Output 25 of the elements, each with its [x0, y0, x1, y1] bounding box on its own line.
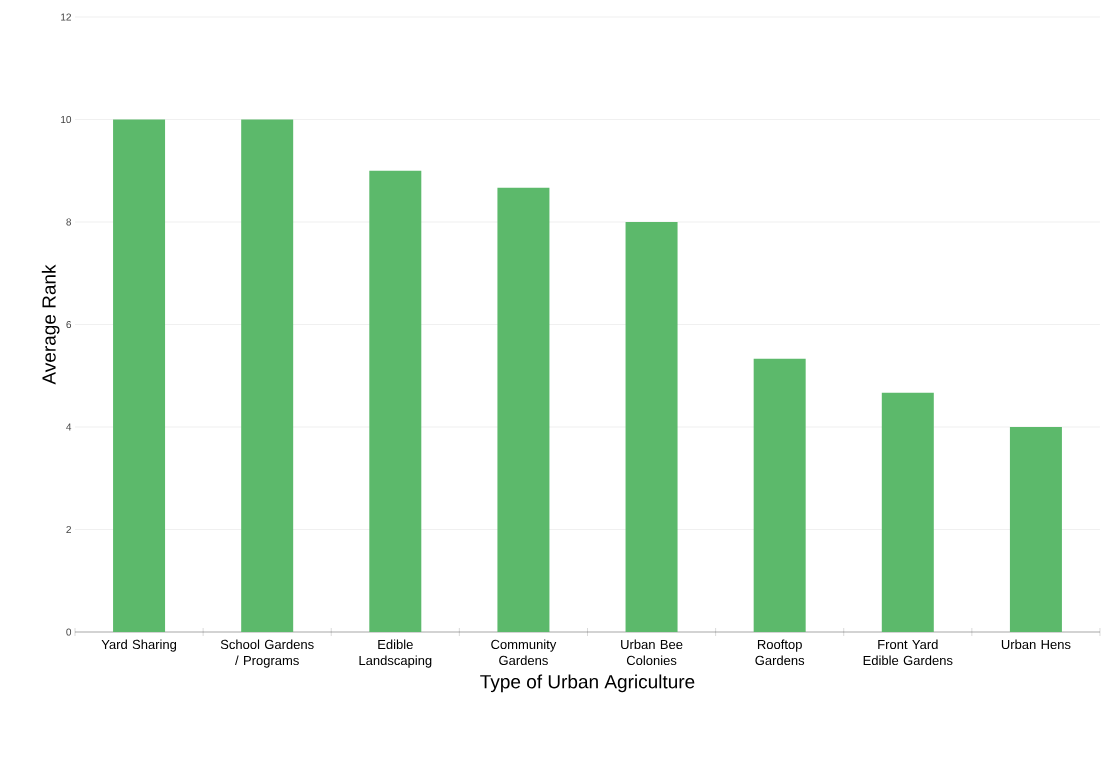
x-axis-title: Type of Urban Agriculture — [480, 674, 695, 693]
bar — [1009, 427, 1062, 632]
y-tick-label: 0 — [66, 628, 72, 636]
y-tick-label: 4 — [66, 423, 72, 431]
y-tick-label: 12 — [61, 13, 71, 21]
bar — [881, 392, 934, 632]
bar — [369, 170, 422, 632]
x-tick-label: Edible Landscaping — [359, 639, 432, 668]
x-tick-label: Front Yard Edible Gardens — [863, 639, 953, 666]
bar — [625, 222, 678, 632]
x-tick-label: Yard Sharing — [101, 639, 177, 652]
y-tick-label: 6 — [66, 320, 72, 329]
x-tick-label: Community Gardens — [491, 639, 557, 666]
bar — [113, 119, 166, 632]
y-tick-label: 8 — [66, 218, 72, 226]
y-tick-label: 2 — [66, 526, 71, 533]
bar — [497, 187, 550, 632]
x-tick-label: Urban Bee Colonies — [621, 639, 683, 666]
x-tick-label: School Gardens / Programs — [220, 639, 314, 668]
x-tick-label: Rooftop Gardens — [755, 639, 805, 666]
bar — [753, 358, 806, 632]
y-tick-label: 10 — [61, 115, 72, 124]
bar — [241, 119, 294, 632]
y-axis-title: Average Rank — [41, 264, 60, 385]
x-tick-label: Urban Hens — [1001, 639, 1071, 650]
